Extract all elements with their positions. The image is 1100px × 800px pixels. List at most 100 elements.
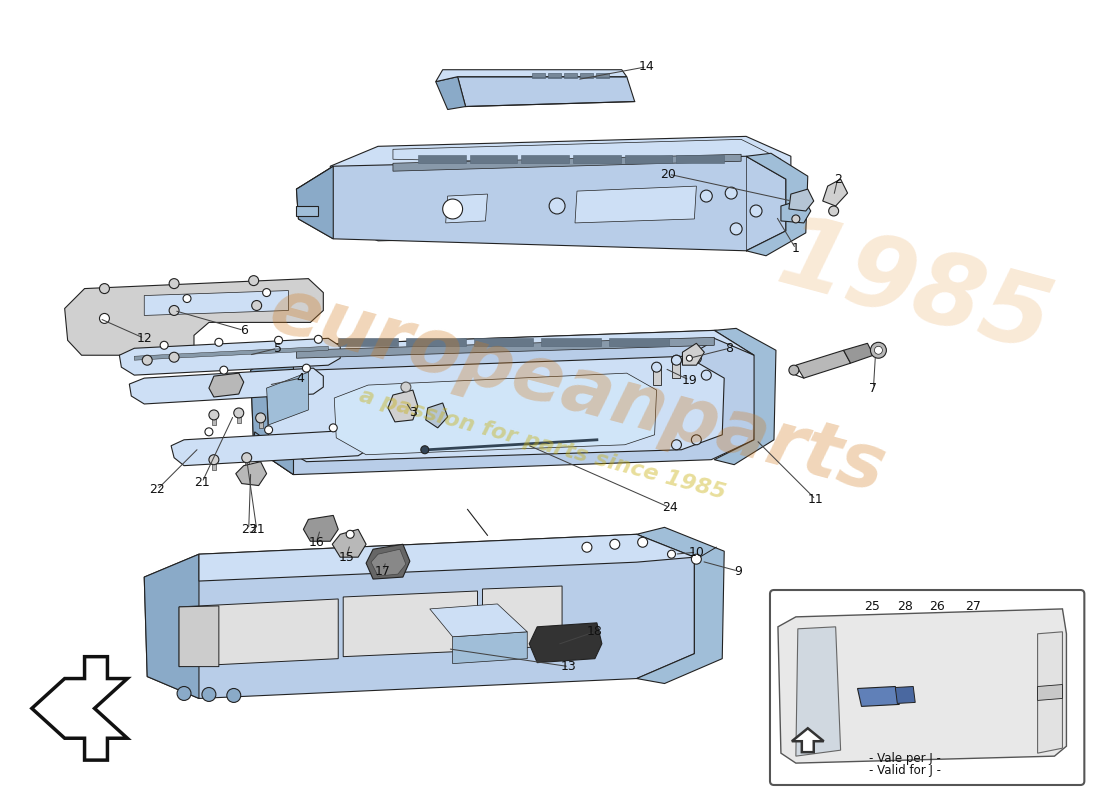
Text: 11: 11 bbox=[807, 493, 824, 506]
Polygon shape bbox=[406, 338, 465, 346]
Text: 2: 2 bbox=[834, 173, 842, 186]
Polygon shape bbox=[393, 139, 781, 166]
Polygon shape bbox=[144, 290, 288, 315]
Polygon shape bbox=[172, 430, 368, 466]
Circle shape bbox=[692, 354, 702, 363]
Polygon shape bbox=[388, 390, 418, 422]
Text: 1: 1 bbox=[792, 242, 800, 255]
Circle shape bbox=[329, 424, 338, 432]
Polygon shape bbox=[212, 458, 216, 470]
Circle shape bbox=[220, 366, 228, 374]
Polygon shape bbox=[532, 73, 546, 78]
Text: - Valid for J -: - Valid for J - bbox=[869, 763, 942, 777]
Polygon shape bbox=[1037, 632, 1063, 753]
Polygon shape bbox=[430, 604, 527, 637]
Text: 28: 28 bbox=[898, 601, 913, 614]
Text: 6: 6 bbox=[240, 324, 248, 337]
Polygon shape bbox=[334, 373, 657, 454]
Polygon shape bbox=[297, 156, 785, 250]
Circle shape bbox=[265, 426, 273, 434]
Polygon shape bbox=[134, 346, 328, 360]
Polygon shape bbox=[212, 413, 216, 425]
Polygon shape bbox=[258, 416, 263, 428]
Circle shape bbox=[263, 289, 271, 297]
Polygon shape bbox=[573, 155, 620, 163]
Polygon shape bbox=[254, 432, 294, 474]
Polygon shape bbox=[393, 154, 741, 171]
Polygon shape bbox=[297, 206, 318, 216]
Circle shape bbox=[227, 689, 241, 702]
Text: 14: 14 bbox=[639, 60, 654, 74]
Polygon shape bbox=[251, 330, 756, 474]
Circle shape bbox=[234, 408, 244, 418]
Polygon shape bbox=[608, 338, 669, 346]
Text: 8: 8 bbox=[725, 342, 734, 354]
Text: 24: 24 bbox=[661, 501, 678, 514]
Polygon shape bbox=[371, 550, 406, 576]
FancyBboxPatch shape bbox=[770, 590, 1085, 785]
Circle shape bbox=[692, 435, 702, 445]
Circle shape bbox=[242, 453, 252, 462]
Text: 25: 25 bbox=[865, 601, 880, 614]
Polygon shape bbox=[792, 728, 824, 752]
Polygon shape bbox=[244, 456, 249, 468]
Polygon shape bbox=[470, 155, 517, 163]
Polygon shape bbox=[458, 77, 635, 106]
Polygon shape bbox=[436, 70, 627, 82]
Circle shape bbox=[161, 342, 168, 350]
Text: 7: 7 bbox=[869, 382, 878, 394]
Circle shape bbox=[702, 370, 712, 380]
Circle shape bbox=[671, 355, 681, 365]
Circle shape bbox=[874, 346, 882, 354]
Text: 18: 18 bbox=[587, 626, 603, 638]
Circle shape bbox=[169, 278, 179, 289]
Text: 21: 21 bbox=[194, 476, 210, 489]
Circle shape bbox=[249, 276, 258, 286]
Polygon shape bbox=[778, 609, 1066, 763]
Polygon shape bbox=[338, 338, 398, 346]
Polygon shape bbox=[426, 403, 448, 428]
Circle shape bbox=[214, 338, 223, 346]
Circle shape bbox=[142, 355, 152, 365]
Text: 26: 26 bbox=[930, 601, 945, 614]
Text: 19: 19 bbox=[682, 374, 697, 386]
Polygon shape bbox=[209, 373, 244, 397]
Polygon shape bbox=[844, 343, 873, 363]
Circle shape bbox=[255, 413, 265, 423]
Polygon shape bbox=[564, 73, 578, 78]
Polygon shape bbox=[452, 632, 527, 664]
Circle shape bbox=[169, 306, 179, 315]
Polygon shape bbox=[446, 194, 487, 223]
Polygon shape bbox=[672, 360, 681, 378]
Circle shape bbox=[668, 550, 675, 558]
Polygon shape bbox=[789, 189, 814, 211]
Circle shape bbox=[346, 530, 354, 538]
Polygon shape bbox=[418, 155, 465, 163]
Polygon shape bbox=[637, 527, 724, 683]
Polygon shape bbox=[330, 136, 791, 241]
Polygon shape bbox=[366, 544, 410, 579]
Circle shape bbox=[671, 440, 681, 450]
Polygon shape bbox=[483, 586, 562, 650]
Text: 15: 15 bbox=[339, 550, 354, 564]
Polygon shape bbox=[236, 411, 241, 423]
Circle shape bbox=[725, 187, 737, 199]
Circle shape bbox=[252, 301, 262, 310]
Text: 1985: 1985 bbox=[768, 208, 1063, 374]
Polygon shape bbox=[130, 368, 323, 404]
Text: 9: 9 bbox=[734, 565, 742, 578]
Polygon shape bbox=[294, 330, 755, 355]
Circle shape bbox=[400, 382, 411, 392]
Text: 3: 3 bbox=[409, 406, 417, 419]
Circle shape bbox=[209, 454, 219, 465]
Polygon shape bbox=[652, 367, 661, 385]
Polygon shape bbox=[473, 338, 534, 346]
Circle shape bbox=[209, 410, 219, 420]
Circle shape bbox=[870, 342, 887, 358]
Polygon shape bbox=[235, 462, 266, 486]
Polygon shape bbox=[795, 627, 840, 756]
Polygon shape bbox=[541, 338, 601, 346]
Polygon shape bbox=[858, 686, 900, 706]
Polygon shape bbox=[781, 199, 811, 223]
Text: - Vale per J -: - Vale per J - bbox=[869, 752, 942, 765]
